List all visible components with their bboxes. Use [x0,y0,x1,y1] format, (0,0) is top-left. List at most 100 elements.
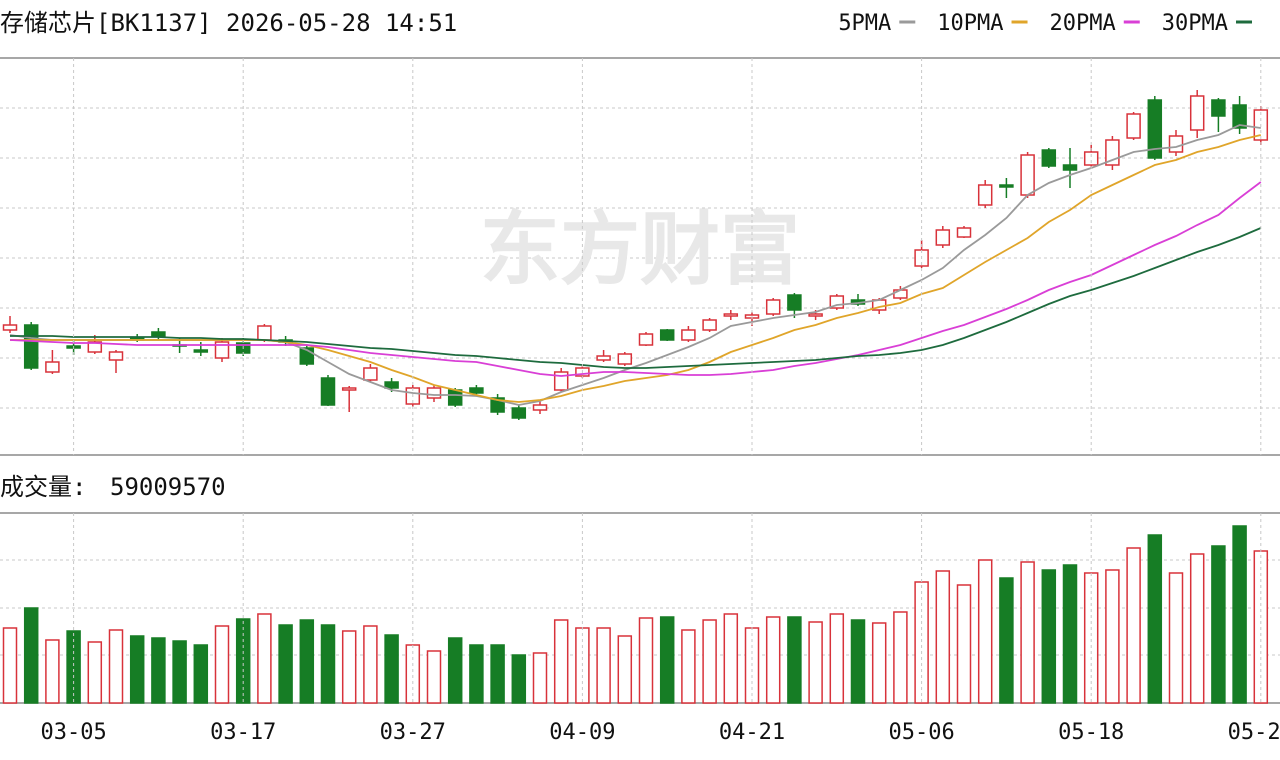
volume-bar [257,613,272,704]
candle-body [1189,95,1205,131]
volume-bar [363,625,378,704]
candle-body [1020,154,1035,196]
volume-bar [659,616,675,704]
ma-line [10,134,1262,403]
volume-bar [1147,534,1163,704]
candle-body [45,361,60,373]
volume-bar [999,577,1014,704]
volume-bar [787,616,802,704]
candle-body [320,377,336,406]
x-tick-label: 03-17 [210,720,276,745]
volume-bar [66,630,81,704]
volume-bar [1168,572,1184,704]
candle-body [1126,113,1141,139]
x-tick-label: 04-09 [549,720,615,745]
candle-body [999,184,1014,188]
candle-body [1211,99,1226,117]
legend-label: 10PMA [937,11,1003,36]
volume-bar [426,650,442,704]
candle-body [681,329,696,341]
volume-bar [850,619,866,704]
volume-bar [172,640,187,704]
volume-bar [914,581,929,704]
volume-bar [511,654,527,704]
candle-body [1062,164,1078,171]
candle-body [2,324,18,331]
candle-body [765,299,781,315]
volume-bar [405,644,421,704]
volume-bar [935,570,951,704]
candle-body [384,381,399,389]
candle-body [257,325,272,341]
volume-bar [23,607,39,704]
chart-title: 存储芯片[BK1137] 2026-05-28 14:51 [0,9,457,37]
candle-body [1041,149,1057,167]
candle-body [511,407,527,419]
volume-bar [1105,569,1120,704]
volume-bar [447,637,463,704]
volume-bar [702,619,717,704]
volume-bar [278,624,293,704]
volume-bar [956,584,972,704]
volume-bar [299,619,315,704]
volume-value: 59009570 [110,473,226,501]
candle-body [1147,99,1163,159]
volume-bar [1062,564,1078,704]
candle-body [1168,135,1184,153]
candle-body [151,331,166,337]
candle-body [596,355,611,361]
volume-bar [829,613,845,704]
volume-bar [1083,572,1099,704]
volume-bar [320,624,336,704]
candle-body [447,389,463,406]
volume-bar [871,622,887,704]
volume-bar [469,644,484,704]
volume-bar [2,627,18,704]
volume-bar [1189,553,1205,704]
candle-body [532,404,548,411]
volume-bar [87,641,103,704]
x-tick-label: 04-21 [719,720,785,745]
candle-body [659,329,675,341]
candle-body [108,351,124,361]
candle-body [23,324,39,369]
candle-body [193,349,209,353]
candle-body [935,229,951,246]
volume-bar [151,637,166,704]
legend-label: 5PMA [838,11,891,36]
volume-bar [108,629,124,704]
legend-label: 30PMA [1162,11,1228,36]
candle-body [617,353,633,365]
volume-bar [193,644,209,704]
candle-body [469,387,484,394]
watermark: 东方财富 [480,203,800,296]
candle-body [956,227,972,238]
volume-bar [638,617,654,704]
volume-bar [553,619,569,704]
volume-bar [490,644,505,704]
candle-body [977,184,993,206]
x-tick-label: 05-28 [1228,720,1280,745]
x-tick-label: 05-18 [1058,720,1124,745]
ma-line [9,181,1262,377]
candle-body [702,319,717,331]
volume-bar [532,652,548,704]
legend-label: 20PMA [1050,11,1116,36]
volume-bar [1020,561,1035,704]
candle-body [341,387,357,391]
candle-body [1083,151,1099,166]
candle-body [214,341,230,359]
volume-bar [808,621,823,704]
volume-bar [893,611,908,704]
candle-body [1232,104,1247,129]
volume-bar [977,559,993,704]
volume-bar [1126,547,1141,704]
volume-bar [235,618,251,704]
volume-bar [596,627,611,704]
volume-bar [1232,525,1247,704]
volume-bar [723,613,739,704]
volume-bar [681,629,696,704]
volume-bar [765,616,781,704]
volume-bar [214,625,230,704]
volume-bar [1041,569,1057,704]
